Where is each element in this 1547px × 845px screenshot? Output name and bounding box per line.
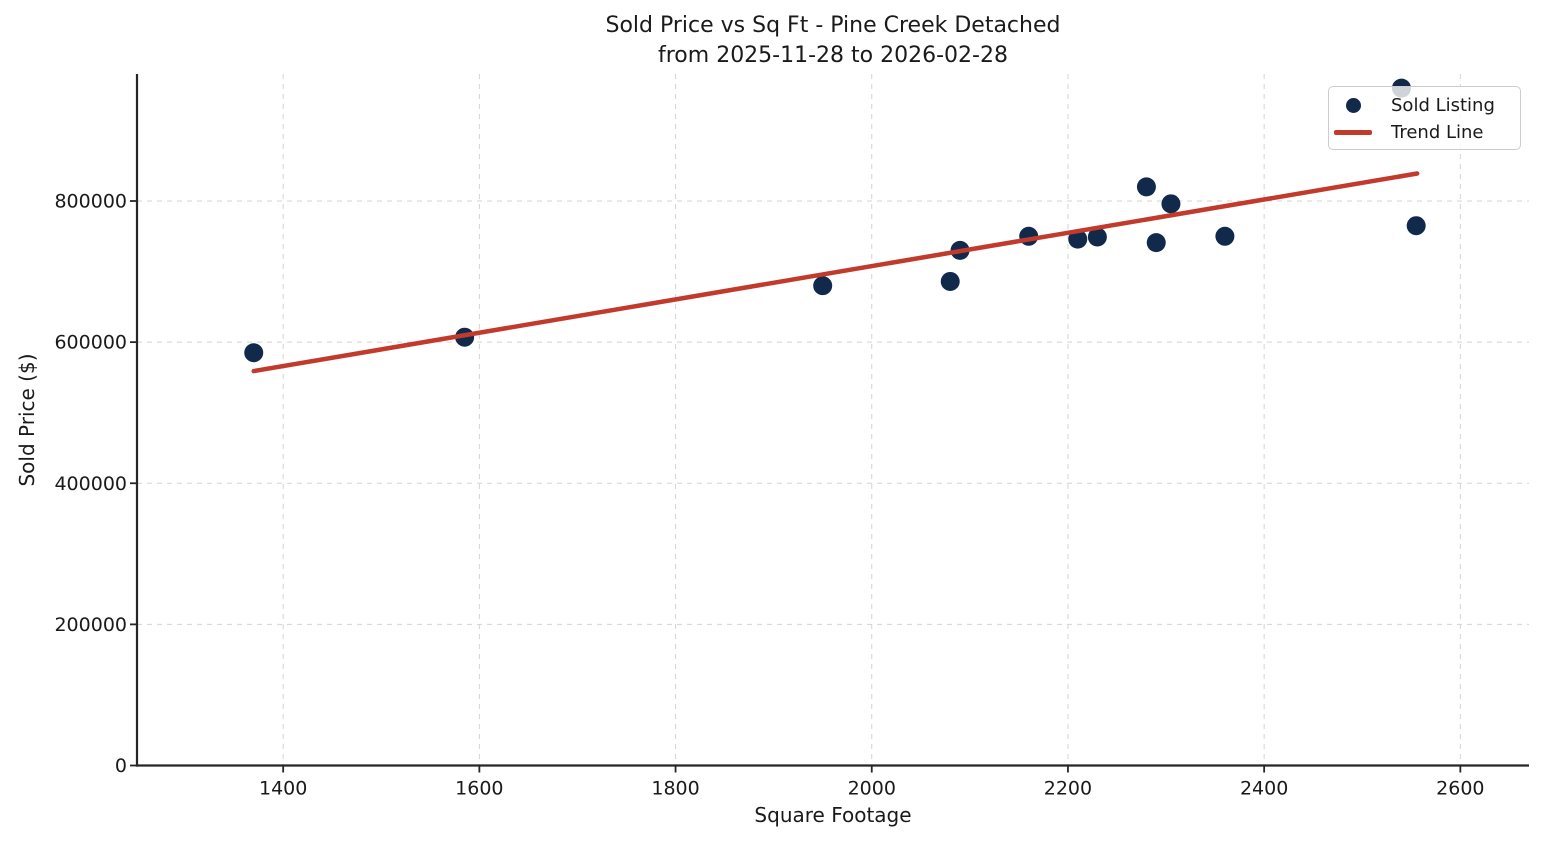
scatter-point (1146, 233, 1166, 253)
scatter-point (1136, 177, 1156, 197)
x-tick-label: 1400 (259, 778, 307, 800)
x-axis-label: Square Footage (754, 803, 912, 827)
chart-title: Sold Price vs Sq Ft - Pine Creek Detache… (605, 13, 1061, 38)
x-tick-label: 2400 (1240, 778, 1288, 800)
legend-swatch (1329, 130, 1377, 135)
y-tick-label: 800000 (54, 191, 127, 213)
y-tick-label: 400000 (54, 473, 127, 495)
scatter-point (813, 276, 833, 296)
x-tick-label: 2600 (1436, 778, 1484, 800)
scatter-point (1068, 229, 1088, 249)
x-tick-label: 2200 (1044, 778, 1092, 800)
trend-line (251, 171, 1420, 374)
scatter-point (1087, 227, 1107, 247)
legend-item-trend-line: Trend Line (1329, 119, 1510, 146)
y-tick-label: 600000 (54, 332, 127, 354)
sold-listing-marker-icon (1345, 98, 1361, 113)
legend-label: Trend Line (1391, 122, 1484, 143)
y-tick-label: 200000 (54, 614, 127, 636)
scatter-point (244, 343, 264, 363)
legend-item-sold-listing: Sold Listing (1329, 92, 1510, 119)
x-tick-label: 1800 (651, 778, 699, 800)
chart-subtitle: from 2025-11-28 to 2026-02-28 (658, 43, 1008, 68)
legend-label: Sold Listing (1391, 95, 1495, 116)
scatter-point (1406, 216, 1426, 236)
scatter-point (1215, 226, 1235, 246)
y-tick-label: 0 (115, 755, 127, 777)
x-tick-label: 1600 (455, 778, 503, 800)
x-tick-label: 2000 (848, 778, 896, 800)
chart-title-block: Sold Price vs Sq Ft - Pine Creek Detache… (137, 11, 1529, 71)
legend-swatch (1329, 98, 1377, 113)
scatter-point (1161, 194, 1181, 214)
y-axis-label: Sold Price ($) (15, 353, 39, 487)
legend: Sold Listing Trend Line (1328, 86, 1521, 150)
scatter-point (940, 271, 960, 291)
trend-line-marker-icon (1334, 130, 1372, 135)
